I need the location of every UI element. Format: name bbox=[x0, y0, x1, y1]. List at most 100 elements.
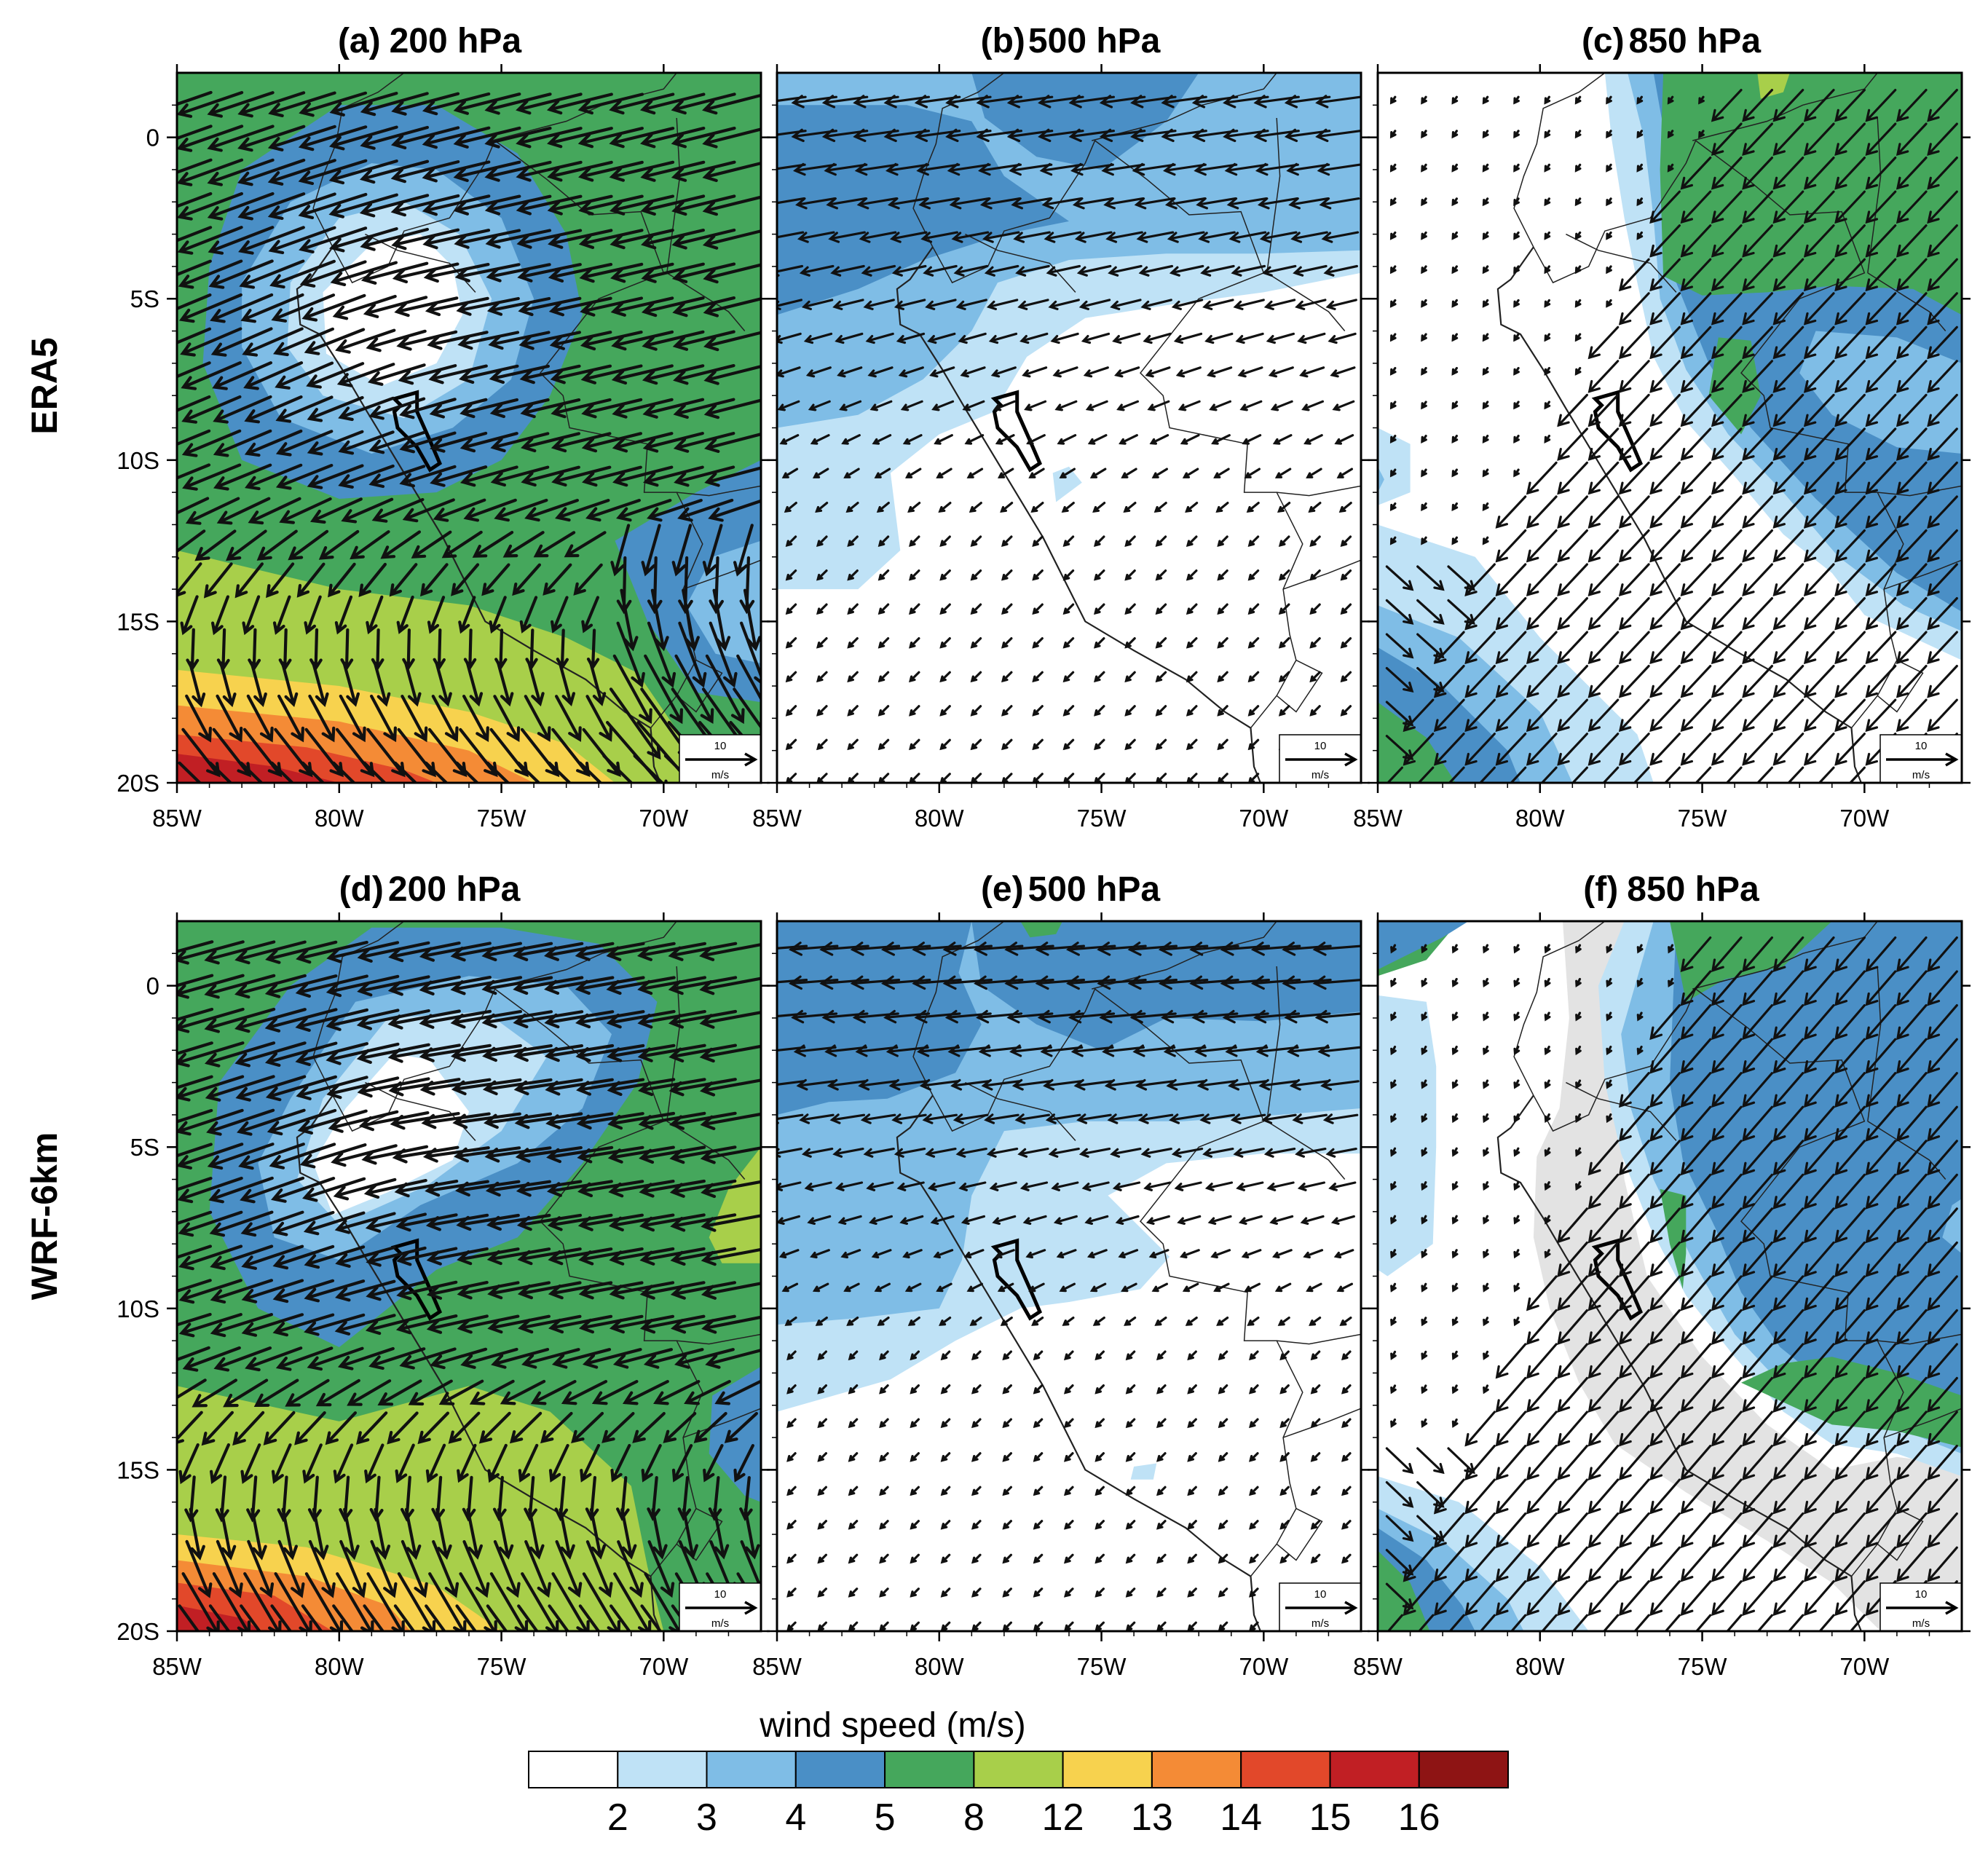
wind-vector bbox=[786, 1418, 797, 1429]
lon-tick-label: 75W bbox=[1077, 805, 1127, 832]
wind-vector bbox=[678, 621, 707, 688]
wind-vector bbox=[304, 595, 322, 635]
wind-vector bbox=[433, 498, 486, 522]
wind-vector bbox=[909, 671, 920, 683]
lat-tick-label: 20S bbox=[117, 1618, 159, 1645]
wind-vector bbox=[1772, 631, 1804, 665]
wind-vector bbox=[1649, 1546, 1681, 1582]
wind-vector bbox=[847, 637, 859, 649]
wind-vector bbox=[521, 1348, 580, 1369]
wind-vector bbox=[356, 1043, 430, 1064]
wind-vector bbox=[638, 1111, 706, 1130]
reference-arrow bbox=[1285, 752, 1358, 767]
wind-vector bbox=[555, 695, 582, 742]
wind-vector bbox=[1102, 1044, 1145, 1057]
reference-vector: 10m/s bbox=[1879, 734, 1963, 784]
wind-vector bbox=[1482, 265, 1489, 275]
wind-vector bbox=[482, 1044, 553, 1062]
wind-vector bbox=[177, 429, 211, 446]
wind-vector bbox=[885, 162, 929, 176]
panel-f-wind-vectors bbox=[1385, 936, 1958, 1631]
wind-vector bbox=[513, 1044, 583, 1062]
wind-vector bbox=[454, 263, 521, 283]
wind-vector bbox=[213, 1346, 272, 1372]
wind-vector bbox=[1063, 1350, 1074, 1361]
wind-vector bbox=[1772, 1004, 1804, 1041]
wind-vector bbox=[1124, 738, 1136, 751]
wind-vector bbox=[1574, 197, 1582, 207]
wind-vector bbox=[879, 1621, 889, 1631]
wind-vector bbox=[502, 531, 545, 558]
wind-vector bbox=[1026, 434, 1046, 445]
wind-vector bbox=[639, 1213, 706, 1232]
wind-vector bbox=[450, 976, 523, 995]
wind-vector bbox=[702, 161, 761, 182]
wind-vector bbox=[610, 229, 674, 250]
wind-vector bbox=[390, 126, 460, 150]
wind-vector bbox=[1017, 1148, 1049, 1158]
wind-vector bbox=[1865, 1343, 1897, 1379]
wind-vector bbox=[1927, 258, 1958, 292]
wind-vector bbox=[1390, 1350, 1397, 1360]
wind-vector bbox=[1865, 1376, 1897, 1413]
wind-vector bbox=[1680, 360, 1712, 393]
wind-vector bbox=[177, 1108, 244, 1136]
wind-vector bbox=[1587, 326, 1620, 360]
wind-vector bbox=[1323, 264, 1358, 277]
wind-vector bbox=[1633, 1614, 1650, 1631]
wind-vector bbox=[548, 1604, 570, 1631]
wind-vector bbox=[1526, 1512, 1558, 1549]
wind-vector bbox=[1125, 1486, 1136, 1496]
wind-vector bbox=[1387, 1614, 1403, 1631]
wind-vector bbox=[879, 1486, 889, 1496]
wind-vector bbox=[1606, 977, 1613, 987]
wind-vector bbox=[494, 498, 548, 522]
wind-vector bbox=[670, 1281, 736, 1300]
country-border bbox=[682, 559, 761, 590]
wind-vector bbox=[1421, 1350, 1428, 1360]
country-border bbox=[1883, 1408, 1962, 1438]
wind-vector bbox=[1156, 1384, 1167, 1395]
wind-vector bbox=[417, 1411, 449, 1445]
wind-vector bbox=[1575, 977, 1582, 987]
wind-vector bbox=[1218, 1587, 1228, 1598]
wind-vector bbox=[1513, 1282, 1520, 1293]
wind-vector bbox=[786, 1452, 797, 1462]
wind-vector bbox=[551, 465, 612, 487]
wind-vector bbox=[1495, 1376, 1527, 1413]
wind-vector bbox=[910, 1384, 920, 1395]
wind-vector bbox=[606, 1010, 676, 1029]
wind-vector bbox=[609, 92, 675, 115]
wind-vector bbox=[561, 1380, 608, 1405]
wind-vector bbox=[1618, 1140, 1650, 1176]
wind-vector bbox=[609, 160, 675, 182]
wind-vector bbox=[1421, 1249, 1428, 1259]
wind-vector bbox=[1403, 733, 1435, 766]
wind-vector bbox=[1803, 122, 1835, 156]
wind-vector bbox=[1341, 1486, 1352, 1496]
wind-vector bbox=[927, 1181, 956, 1191]
wind-vector bbox=[1680, 1241, 1712, 1277]
colorbar-label: 8 bbox=[963, 1796, 985, 1839]
wind-vector bbox=[1834, 1038, 1866, 1074]
wind-vector bbox=[528, 1507, 545, 1560]
wind-speed-region bbox=[709, 1147, 761, 1263]
wind-vector bbox=[1001, 705, 1013, 717]
wind-vector bbox=[1385, 633, 1414, 659]
wind-vector bbox=[639, 1145, 706, 1164]
wind-vector bbox=[879, 1553, 889, 1564]
wind-vector bbox=[1000, 502, 1014, 513]
wind-vector bbox=[1202, 299, 1234, 310]
wind-vector bbox=[189, 1507, 205, 1561]
wind-vector bbox=[425, 761, 449, 783]
wind-vector bbox=[879, 1587, 889, 1598]
wind-vector bbox=[670, 1213, 737, 1232]
wind-vector bbox=[1803, 1275, 1835, 1311]
wind-vector bbox=[1575, 1147, 1582, 1157]
wind-vector bbox=[1321, 231, 1360, 243]
wind-vector bbox=[970, 671, 982, 683]
wind-vector bbox=[1803, 393, 1835, 427]
wind-vector bbox=[1526, 1445, 1558, 1481]
wind-vector bbox=[1249, 1384, 1259, 1395]
wind-vector bbox=[1618, 1580, 1650, 1617]
